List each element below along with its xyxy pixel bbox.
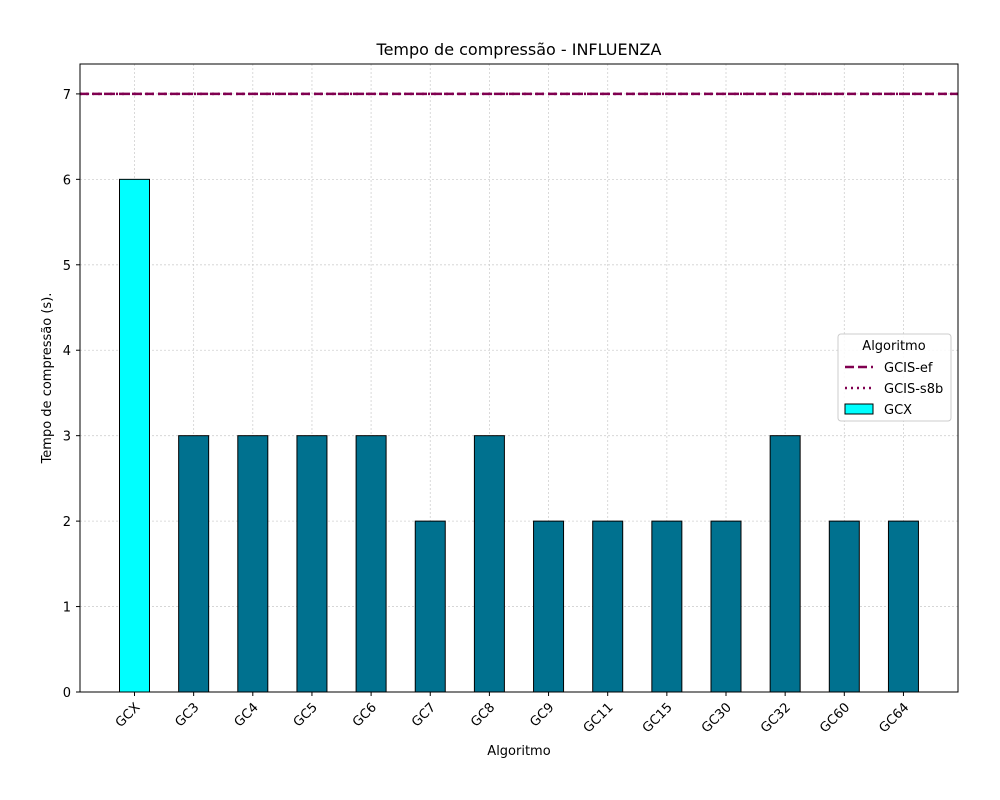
bar-gc11	[592, 520, 624, 693]
bar-gc7	[414, 520, 446, 693]
y-axis: 0 1 2 3 4 5 6 7	[63, 88, 80, 701]
x-tick-label: GC9	[527, 700, 557, 730]
y-axis-label: Tempo de compressão (s).	[40, 293, 55, 465]
bar-gc15	[651, 520, 683, 693]
x-tick-label: GC7	[409, 700, 439, 730]
bar-gc64	[887, 520, 919, 693]
y-tick-label: 6	[63, 173, 71, 188]
y-tick-label: 1	[63, 601, 71, 616]
legend-label: GCX	[884, 403, 912, 418]
bar-gc32	[769, 435, 801, 693]
x-tick-label: GC15	[640, 700, 676, 736]
legend-swatch	[844, 403, 874, 415]
x-axis: GCX GC3 GC4 GC5 GC6 GC7 GC8 GC9 GC11 GC15 GC30 GC32…	[113, 692, 912, 736]
bar-gc9	[533, 520, 565, 693]
legend: Algoritmo GCIS-ef GCIS-s8b GCX	[837, 333, 952, 422]
y-tick-label: 0	[63, 686, 71, 701]
y-tick-label: 4	[63, 344, 71, 359]
x-tick-label: GC6	[350, 700, 380, 730]
x-tick-label: GC11	[581, 700, 617, 736]
grid	[80, 64, 958, 693]
bar-gc4	[237, 435, 269, 693]
bar-gc8	[473, 435, 505, 693]
y-tick-label: 3	[63, 430, 71, 445]
bar-gcx	[119, 178, 150, 693]
bar-gc5	[296, 435, 328, 693]
y-tick-label: 2	[63, 515, 71, 530]
bars	[119, 178, 919, 693]
plot-frame	[79, 63, 959, 693]
x-axis-label: Algoritmo	[487, 744, 550, 759]
x-tick-label: GC4	[232, 700, 262, 730]
x-tick-label: GC3	[172, 700, 202, 730]
y-tick-label: 5	[63, 259, 71, 274]
bar-gc6	[355, 435, 387, 693]
y-tick-label: 7	[63, 88, 71, 103]
bar-gc30	[710, 520, 742, 693]
x-tick-label: GC64	[876, 700, 912, 736]
legend-label: GCIS-s8b	[884, 382, 943, 397]
x-tick-label: GC32	[758, 700, 794, 736]
x-tick-label: GC8	[468, 700, 498, 730]
legend-box	[837, 333, 952, 422]
bar-gc60	[828, 520, 860, 693]
x-tick-label: GC5	[291, 700, 321, 730]
legend-label: GCIS-ef	[884, 361, 933, 376]
x-tick-label: GC30	[699, 700, 735, 736]
chart-title: Tempo de compressão - INFLUENZA	[376, 40, 662, 59]
bar-gc3	[178, 435, 210, 693]
x-tick-label: GC60	[817, 700, 853, 736]
legend-title: Algoritmo	[862, 339, 925, 354]
x-tick-label: GCX	[113, 700, 144, 731]
